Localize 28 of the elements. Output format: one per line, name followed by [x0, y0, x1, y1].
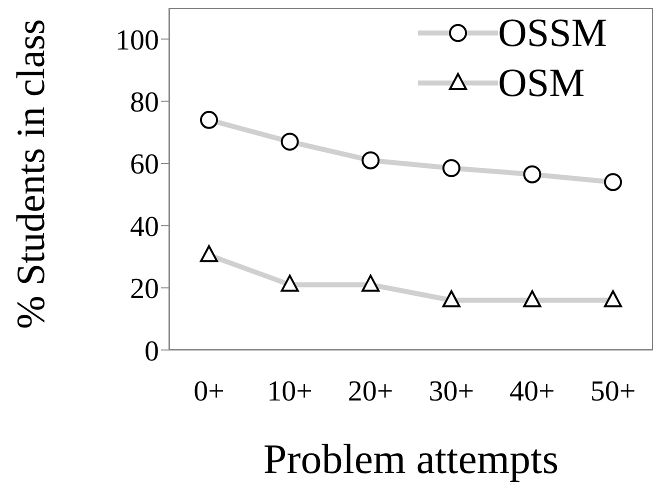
point	[200, 245, 218, 262]
y-tick-label: 80	[130, 86, 159, 119]
x-tick-label: 0+	[194, 376, 224, 408]
point	[280, 132, 299, 151]
x-tick-label: 20+	[348, 376, 394, 408]
y-tick-label: 0	[144, 335, 159, 368]
point	[604, 290, 622, 308]
y-tick-label: 40	[130, 210, 159, 243]
point	[442, 159, 460, 178]
y-axis-title: % Students in class	[8, 19, 54, 329]
point	[362, 274, 380, 292]
x-tick-label: 50+	[590, 376, 636, 408]
point	[280, 274, 299, 292]
legend-label: OSM	[498, 60, 585, 105]
x-tick-label: 10+	[267, 376, 312, 408]
legend-label: OSSM	[498, 10, 607, 55]
point	[523, 290, 542, 308]
point	[604, 173, 622, 192]
point	[442, 290, 460, 308]
point	[523, 165, 542, 184]
point	[362, 151, 380, 170]
y-tick-label: 20	[130, 273, 159, 306]
y-tick-label: 60	[130, 148, 159, 181]
x-tick-label: 30+	[428, 376, 474, 408]
y-tick-label: 100	[116, 24, 159, 56]
x-axis-title: Problem attempts	[263, 437, 559, 483]
point	[200, 110, 218, 129]
x-tick-label: 40+	[510, 376, 555, 408]
